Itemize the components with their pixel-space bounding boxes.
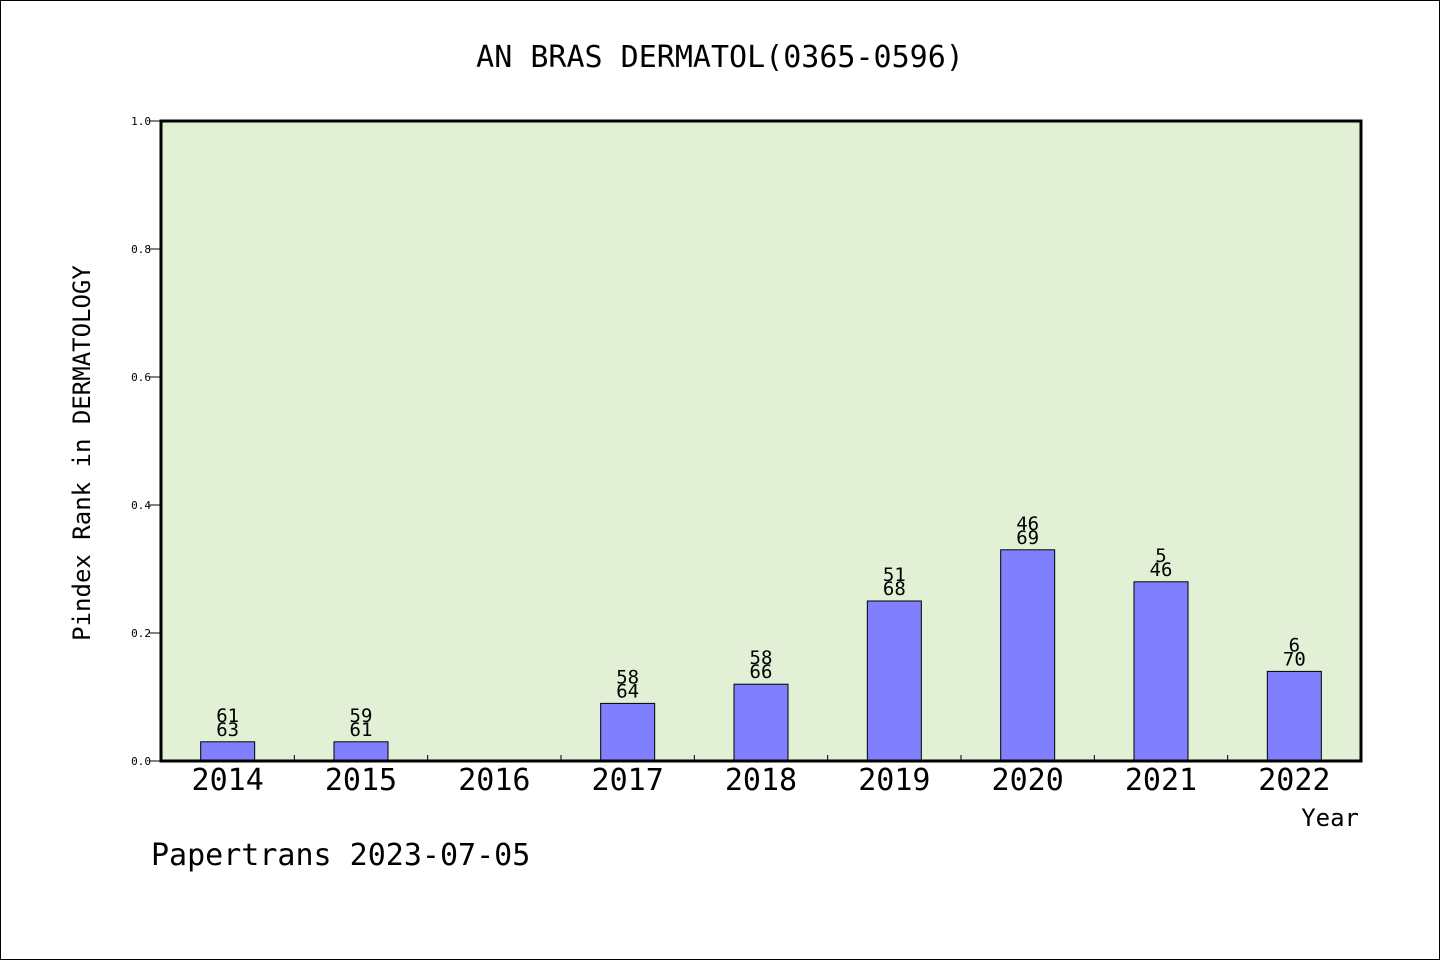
y-tick-label: 0.8: [131, 243, 151, 256]
bar-2022: [1266, 670, 1322, 762]
y-tick-label: 0.0: [131, 755, 151, 768]
bar-total-label: 64: [616, 680, 639, 702]
x-tick-label: 2022: [1258, 763, 1330, 798]
bars-group: [200, 549, 1322, 762]
y-axis: 0.0 0.2 0.4 0.6 0.8 1.0: [131, 115, 161, 768]
bar-total-label: 61: [350, 719, 373, 741]
y-tick-label: 0.4: [131, 499, 151, 512]
bar-rank-label: 46: [1016, 513, 1039, 535]
bar-total-label: 68: [883, 578, 906, 600]
bar-total-label: 63: [216, 719, 239, 741]
plot-border: [159, 119, 1363, 763]
x-tick-label: 2018: [725, 763, 797, 798]
bar-rank-label: 58: [750, 647, 773, 669]
x-axis-label: Year: [1301, 804, 1359, 832]
x-tick-label: 2017: [592, 763, 664, 798]
x-tick-label: 2019: [858, 763, 930, 798]
bar-2017: [600, 702, 656, 762]
x-axis: 2014 2015 2016 2017 2018 2019 2020 2021 2022: [192, 755, 1330, 798]
bar-2015: [333, 741, 389, 762]
footer-text: Papertrans 2023-07-05: [151, 838, 530, 873]
x-tick-label: 2015: [325, 763, 397, 798]
bar-rank-label: 5: [1155, 545, 1166, 567]
y-tick-label: 0.2: [131, 627, 151, 640]
bar-2021: [1133, 581, 1189, 762]
bar-rank-label: 61: [216, 705, 239, 727]
y-axis-label: Pindex Rank in DERMATOLOGY: [68, 265, 96, 641]
bar-rank-label: 59: [350, 705, 373, 727]
x-tick-label: 2014: [192, 763, 264, 798]
x-tick-label: 2020: [992, 763, 1064, 798]
bar-total-label: 70: [1283, 648, 1306, 670]
bar-total-label: 69: [1016, 527, 1039, 549]
bar-rank-label: 51: [883, 564, 906, 586]
bar-2014: [200, 741, 256, 762]
bar-2019: [866, 600, 922, 762]
bar-total-label: 46: [1150, 559, 1173, 581]
chart-title: AN BRAS DERMATOL(0365-0596): [476, 40, 964, 75]
x-tick-label: 2016: [458, 763, 530, 798]
bar-2020: [1000, 549, 1056, 762]
y-tick-label: 1.0: [131, 115, 151, 128]
bar-rank-label: 58: [616, 666, 639, 688]
bar-2018: [733, 683, 789, 762]
x-tick-label: 2021: [1125, 763, 1197, 798]
bar-total-label: 66: [750, 661, 773, 683]
bar-rank-label: 6: [1289, 634, 1300, 656]
y-tick-label: 0.6: [131, 371, 151, 384]
